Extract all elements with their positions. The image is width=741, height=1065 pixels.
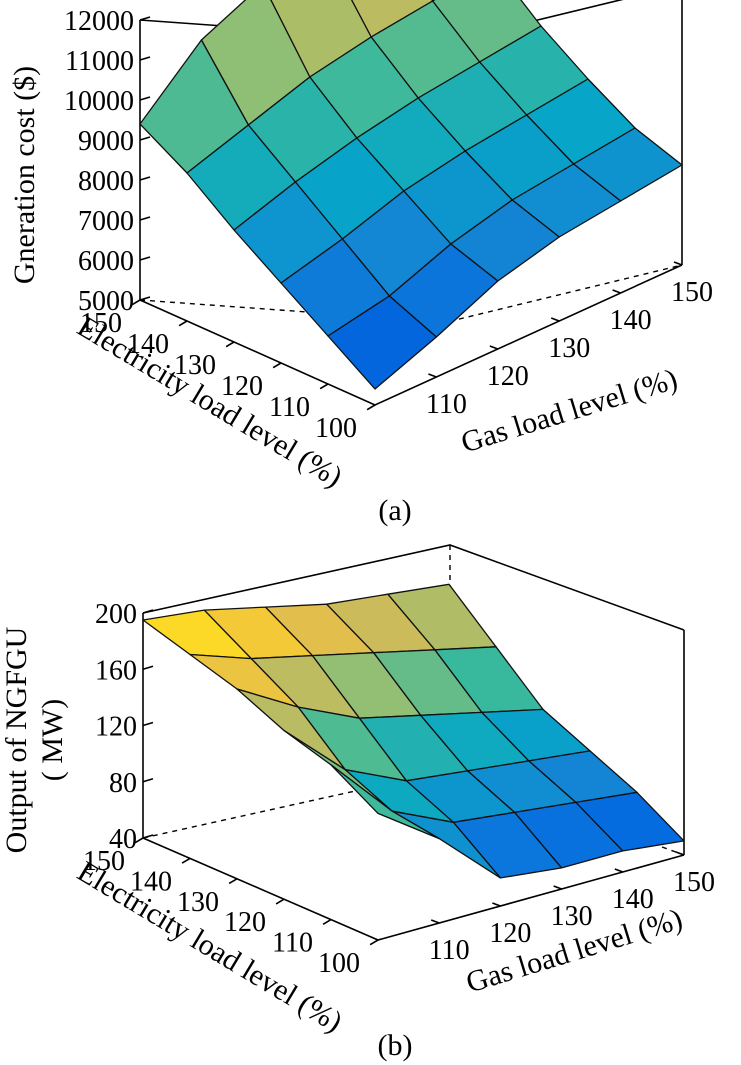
z-tick-mark [139,216,151,221]
y-tick-label: 110 [429,935,470,966]
z-tick-mark [142,609,154,614]
z-tick-mark [142,721,154,727]
y-tick-mark [489,345,499,350]
z-tick-label: 200 [95,599,137,630]
z-tick-mark [139,296,151,301]
z-tick-label: 160 [95,655,137,686]
y-tick-label: 140 [612,884,654,915]
y-tick-mark [430,919,440,924]
panel-a-surface-chart: 1001101201301401501101201301401505000600… [8,0,713,527]
x-tick-label: 140 [130,866,172,897]
panel-b-z-axis-unit: ( MW) [36,699,69,781]
panel-a-z-axis-label: Gneration cost ($) [8,66,41,284]
x-tick-mark [228,878,238,885]
z-tick-label: 9000 [78,126,134,157]
panel-b-surface [142,583,685,879]
panel-b-label: (b) [378,1029,413,1062]
panel-a-surface [139,0,683,390]
back-wall-top-edge [142,544,685,631]
y-tick-label: 150 [673,867,715,898]
z-tick-label: 10000 [64,86,134,117]
z-tick-mark [139,56,151,61]
panel-b-ticks: 1001101201301401501101201301401504080120… [83,599,715,979]
y-tick-label: 150 [671,277,713,308]
z-tick-label: 7000 [78,206,134,237]
y-tick-mark [673,261,683,266]
panel-a-label: (a) [378,494,411,527]
y-tick-label: 140 [610,305,652,336]
x-tick-label: 110 [272,928,313,959]
x-tick-mark [181,857,191,864]
y-tick-label: 120 [487,361,529,392]
z-tick-mark [142,834,154,839]
x-tick-label: 120 [224,907,266,938]
x-tick-label: 110 [269,392,310,423]
x-tick-label: 150 [83,846,125,877]
z-tick-mark [139,176,151,181]
z-tick-mark [142,777,154,783]
z-tick-label: 5000 [78,286,134,317]
x-tick-mark [319,383,329,390]
x-tick-mark [134,837,144,844]
x-tick-mark [275,898,285,905]
x-tick-mark [366,404,376,411]
z-tick-mark [139,96,151,101]
x-tick-mark [272,362,282,369]
x-tick-mark [369,939,379,946]
x-tick-label: 100 [315,413,357,444]
x-tick-label: 100 [318,948,360,979]
hidden-floor-edge [139,264,683,323]
z-tick-label: 12000 [64,6,134,37]
x-tick-label: 150 [80,308,122,339]
z-tick-label: 80 [109,768,137,799]
y-tick-mark [614,868,624,873]
surface-patch [327,295,438,390]
y-tick-mark [553,885,562,890]
y-tick-label: 130 [551,901,593,932]
y-tick-mark [675,851,685,856]
x-tick-mark [225,341,235,348]
x-tick-label: 130 [177,887,219,918]
z-tick-label: 8000 [78,166,134,197]
surface-patch [330,764,440,840]
y-tick-mark [428,373,437,378]
z-tick-label: 40 [109,824,137,855]
z-tick-mark [139,16,151,21]
z-tick-mark [139,256,151,261]
x-tick-mark [178,320,188,327]
x-tick-label: 130 [174,350,216,381]
y-tick-label: 120 [489,918,531,949]
x-tick-mark [131,299,141,306]
x-tick-label: 140 [127,329,169,360]
panel-b-z-axis-label: Output of NGFGU [0,626,33,853]
y-tick-label: 110 [426,389,467,420]
y-tick-mark [550,317,560,322]
z-tick-mark [142,665,154,671]
panel-b-surface-chart: 1001101201301401501101201301401504080120… [0,544,715,1062]
panel-a-ticks: 1001101201301401501101201301401505000600… [64,6,713,444]
z-tick-label: 120 [95,712,137,743]
y-tick-mark [492,902,501,907]
z-tick-label: 6000 [78,246,134,277]
y-tick-mark [612,289,621,294]
y-tick-label: 130 [548,333,590,364]
z-tick-label: 11000 [65,46,134,77]
x-tick-mark [322,918,332,925]
x-tick-label: 120 [221,371,263,402]
z-tick-mark [139,136,151,141]
